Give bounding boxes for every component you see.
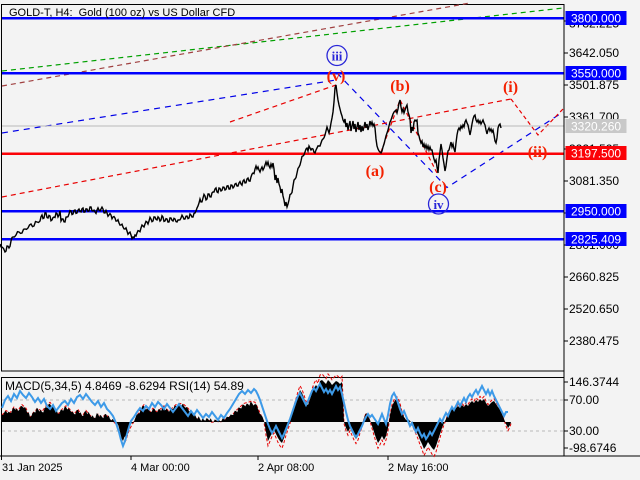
svg-text:-98.6746: -98.6746 bbox=[569, 441, 617, 455]
svg-text:30.00: 30.00 bbox=[569, 424, 599, 438]
svg-text:3550.000: 3550.000 bbox=[571, 67, 621, 81]
svg-text:(ii): (ii) bbox=[528, 144, 548, 161]
svg-text:2825.409: 2825.409 bbox=[571, 233, 621, 247]
svg-text:3642.050: 3642.050 bbox=[569, 46, 619, 60]
svg-text:MACD(5,34,5) 4.8469 -8.6294 RS: MACD(5,34,5) 4.8469 -8.6294 RSI(14) 54.8… bbox=[5, 379, 244, 393]
svg-text:(b): (b) bbox=[390, 78, 410, 95]
svg-text:2950.000: 2950.000 bbox=[571, 205, 621, 219]
svg-text:(v): (v) bbox=[327, 68, 346, 85]
svg-text:70.00: 70.00 bbox=[569, 393, 599, 407]
svg-text:2 Apr 08:00: 2 Apr 08:00 bbox=[258, 462, 314, 474]
svg-text:2520.650: 2520.650 bbox=[569, 302, 619, 316]
svg-text:2 May 16:00: 2 May 16:00 bbox=[388, 462, 449, 474]
svg-text:146.3744: 146.3744 bbox=[569, 375, 619, 389]
svg-text:iii: iii bbox=[332, 49, 343, 64]
svg-text:3197.500: 3197.500 bbox=[571, 147, 621, 161]
svg-text:2380.475: 2380.475 bbox=[569, 334, 619, 348]
svg-text:3501.875: 3501.875 bbox=[569, 78, 619, 92]
svg-text:31 Jan 2025: 31 Jan 2025 bbox=[2, 462, 63, 474]
svg-text:(i): (i) bbox=[503, 79, 518, 96]
svg-text:3800.000: 3800.000 bbox=[571, 12, 621, 26]
svg-text:4 Mar 00:00: 4 Mar 00:00 bbox=[131, 462, 190, 474]
svg-text:iv: iv bbox=[433, 197, 444, 212]
svg-text:3320.260: 3320.260 bbox=[571, 120, 621, 134]
svg-text:3081.350: 3081.350 bbox=[569, 174, 619, 188]
svg-text:(a): (a) bbox=[366, 163, 385, 180]
svg-text:2660.825: 2660.825 bbox=[569, 270, 619, 284]
svg-text:(c): (c) bbox=[429, 179, 447, 196]
svg-text:GOLD-T, H4: Gold (100 oz) vs: GOLD-T, H4: Gold (100 oz) vs US Dollar C… bbox=[9, 7, 235, 19]
